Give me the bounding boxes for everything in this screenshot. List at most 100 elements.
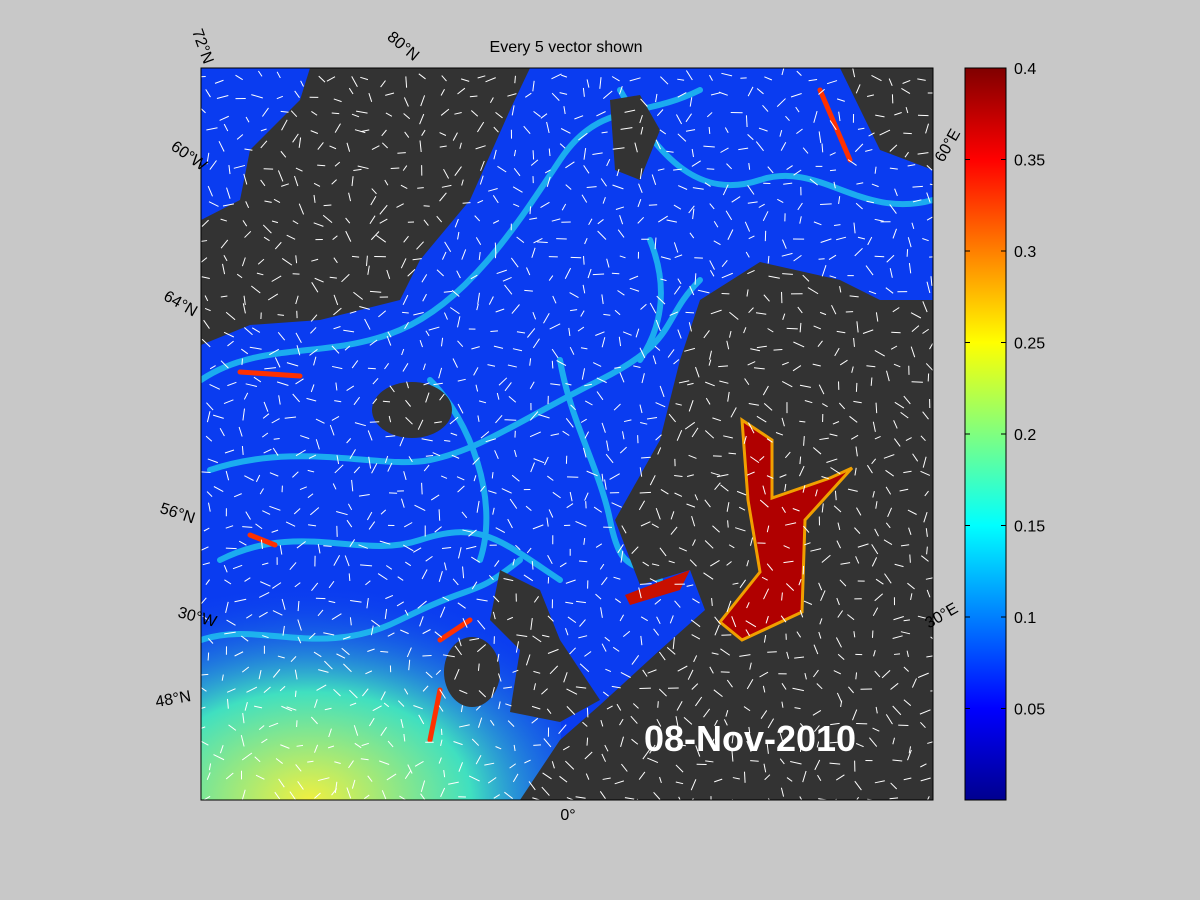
- vector: [234, 598, 247, 603]
- vector: [821, 403, 828, 408]
- vector: [799, 384, 811, 388]
- vector: [317, 544, 321, 554]
- vector: [675, 716, 679, 727]
- vector: [451, 289, 460, 297]
- vector: [308, 454, 317, 459]
- vector: [456, 270, 461, 279]
- vector: [908, 527, 912, 535]
- vector: [619, 86, 623, 95]
- vector: [786, 777, 793, 782]
- vector: [422, 363, 426, 371]
- vector: [677, 133, 687, 142]
- vector: [377, 573, 388, 581]
- vector: [241, 666, 250, 673]
- vector: [360, 76, 369, 81]
- vector: [817, 774, 822, 781]
- vector: [365, 670, 373, 675]
- vector: [492, 595, 500, 603]
- vector: [380, 651, 389, 653]
- vector: [223, 123, 229, 132]
- vector: [744, 378, 750, 386]
- vector: [908, 263, 912, 274]
- vector: [551, 92, 560, 101]
- vector: [333, 98, 342, 103]
- vector: [852, 709, 858, 721]
- vector: [637, 216, 645, 224]
- vector: [336, 653, 346, 659]
- vector: [779, 758, 785, 765]
- vector: [815, 489, 818, 497]
- vector: [749, 537, 754, 546]
- vector: [920, 470, 931, 476]
- vector: [511, 304, 520, 314]
- vector: [476, 303, 479, 311]
- vector: [420, 95, 426, 107]
- vector: [570, 309, 578, 312]
- vector: [836, 692, 843, 703]
- vector: [542, 772, 552, 780]
- vector: [635, 328, 640, 338]
- vector: [422, 293, 427, 302]
- vector: [563, 106, 566, 115]
- vector: [405, 417, 413, 425]
- vector: [208, 502, 211, 512]
- vector: [651, 563, 660, 567]
- vector: [206, 152, 210, 165]
- vector: [922, 456, 927, 468]
- vector: [611, 272, 620, 275]
- vector: [750, 456, 760, 464]
- vector: [295, 295, 299, 305]
- vector: [855, 556, 860, 564]
- vector: [477, 663, 480, 671]
- vector: [703, 145, 715, 148]
- vector: [384, 179, 389, 186]
- vector: [285, 521, 296, 527]
- vector: [559, 562, 567, 568]
- vector: [530, 159, 539, 166]
- vector: [595, 593, 602, 600]
- vector: [256, 272, 264, 276]
- vector: [548, 275, 554, 281]
- vector: [629, 77, 641, 82]
- vector: [201, 546, 209, 551]
- vector: [926, 216, 933, 221]
- vector: [413, 705, 423, 710]
- vector: [457, 485, 465, 493]
- vector: [885, 287, 894, 294]
- vector: [581, 194, 588, 203]
- vector: [258, 670, 262, 680]
- vector: [225, 772, 234, 780]
- vector: [220, 295, 228, 298]
- vector: [512, 558, 515, 566]
- vector: [423, 464, 430, 472]
- vector: [380, 691, 386, 701]
- vector: [748, 307, 754, 314]
- vector: [818, 582, 823, 591]
- vector: [586, 186, 597, 188]
- vector: [639, 168, 643, 180]
- vector: [570, 404, 576, 411]
- vector: [612, 646, 620, 652]
- vector: [280, 744, 290, 749]
- vector: [786, 165, 793, 170]
- vector: [274, 241, 282, 250]
- vector: [584, 492, 589, 501]
- vector: [362, 688, 369, 697]
- vector: [584, 237, 588, 245]
- vector: [406, 381, 409, 389]
- vector: [311, 258, 319, 262]
- vector: [433, 382, 443, 386]
- vector: [812, 710, 822, 716]
- vector: [494, 450, 499, 460]
- vector: [615, 206, 625, 210]
- vector: [496, 392, 500, 400]
- vector: [491, 687, 495, 698]
- vector: [559, 92, 568, 95]
- vector: [747, 201, 758, 204]
- vector: [443, 770, 446, 778]
- vector: [369, 339, 378, 346]
- vector: [874, 435, 881, 440]
- vector: [419, 113, 425, 125]
- vector: [547, 615, 554, 622]
- vector: [677, 744, 686, 747]
